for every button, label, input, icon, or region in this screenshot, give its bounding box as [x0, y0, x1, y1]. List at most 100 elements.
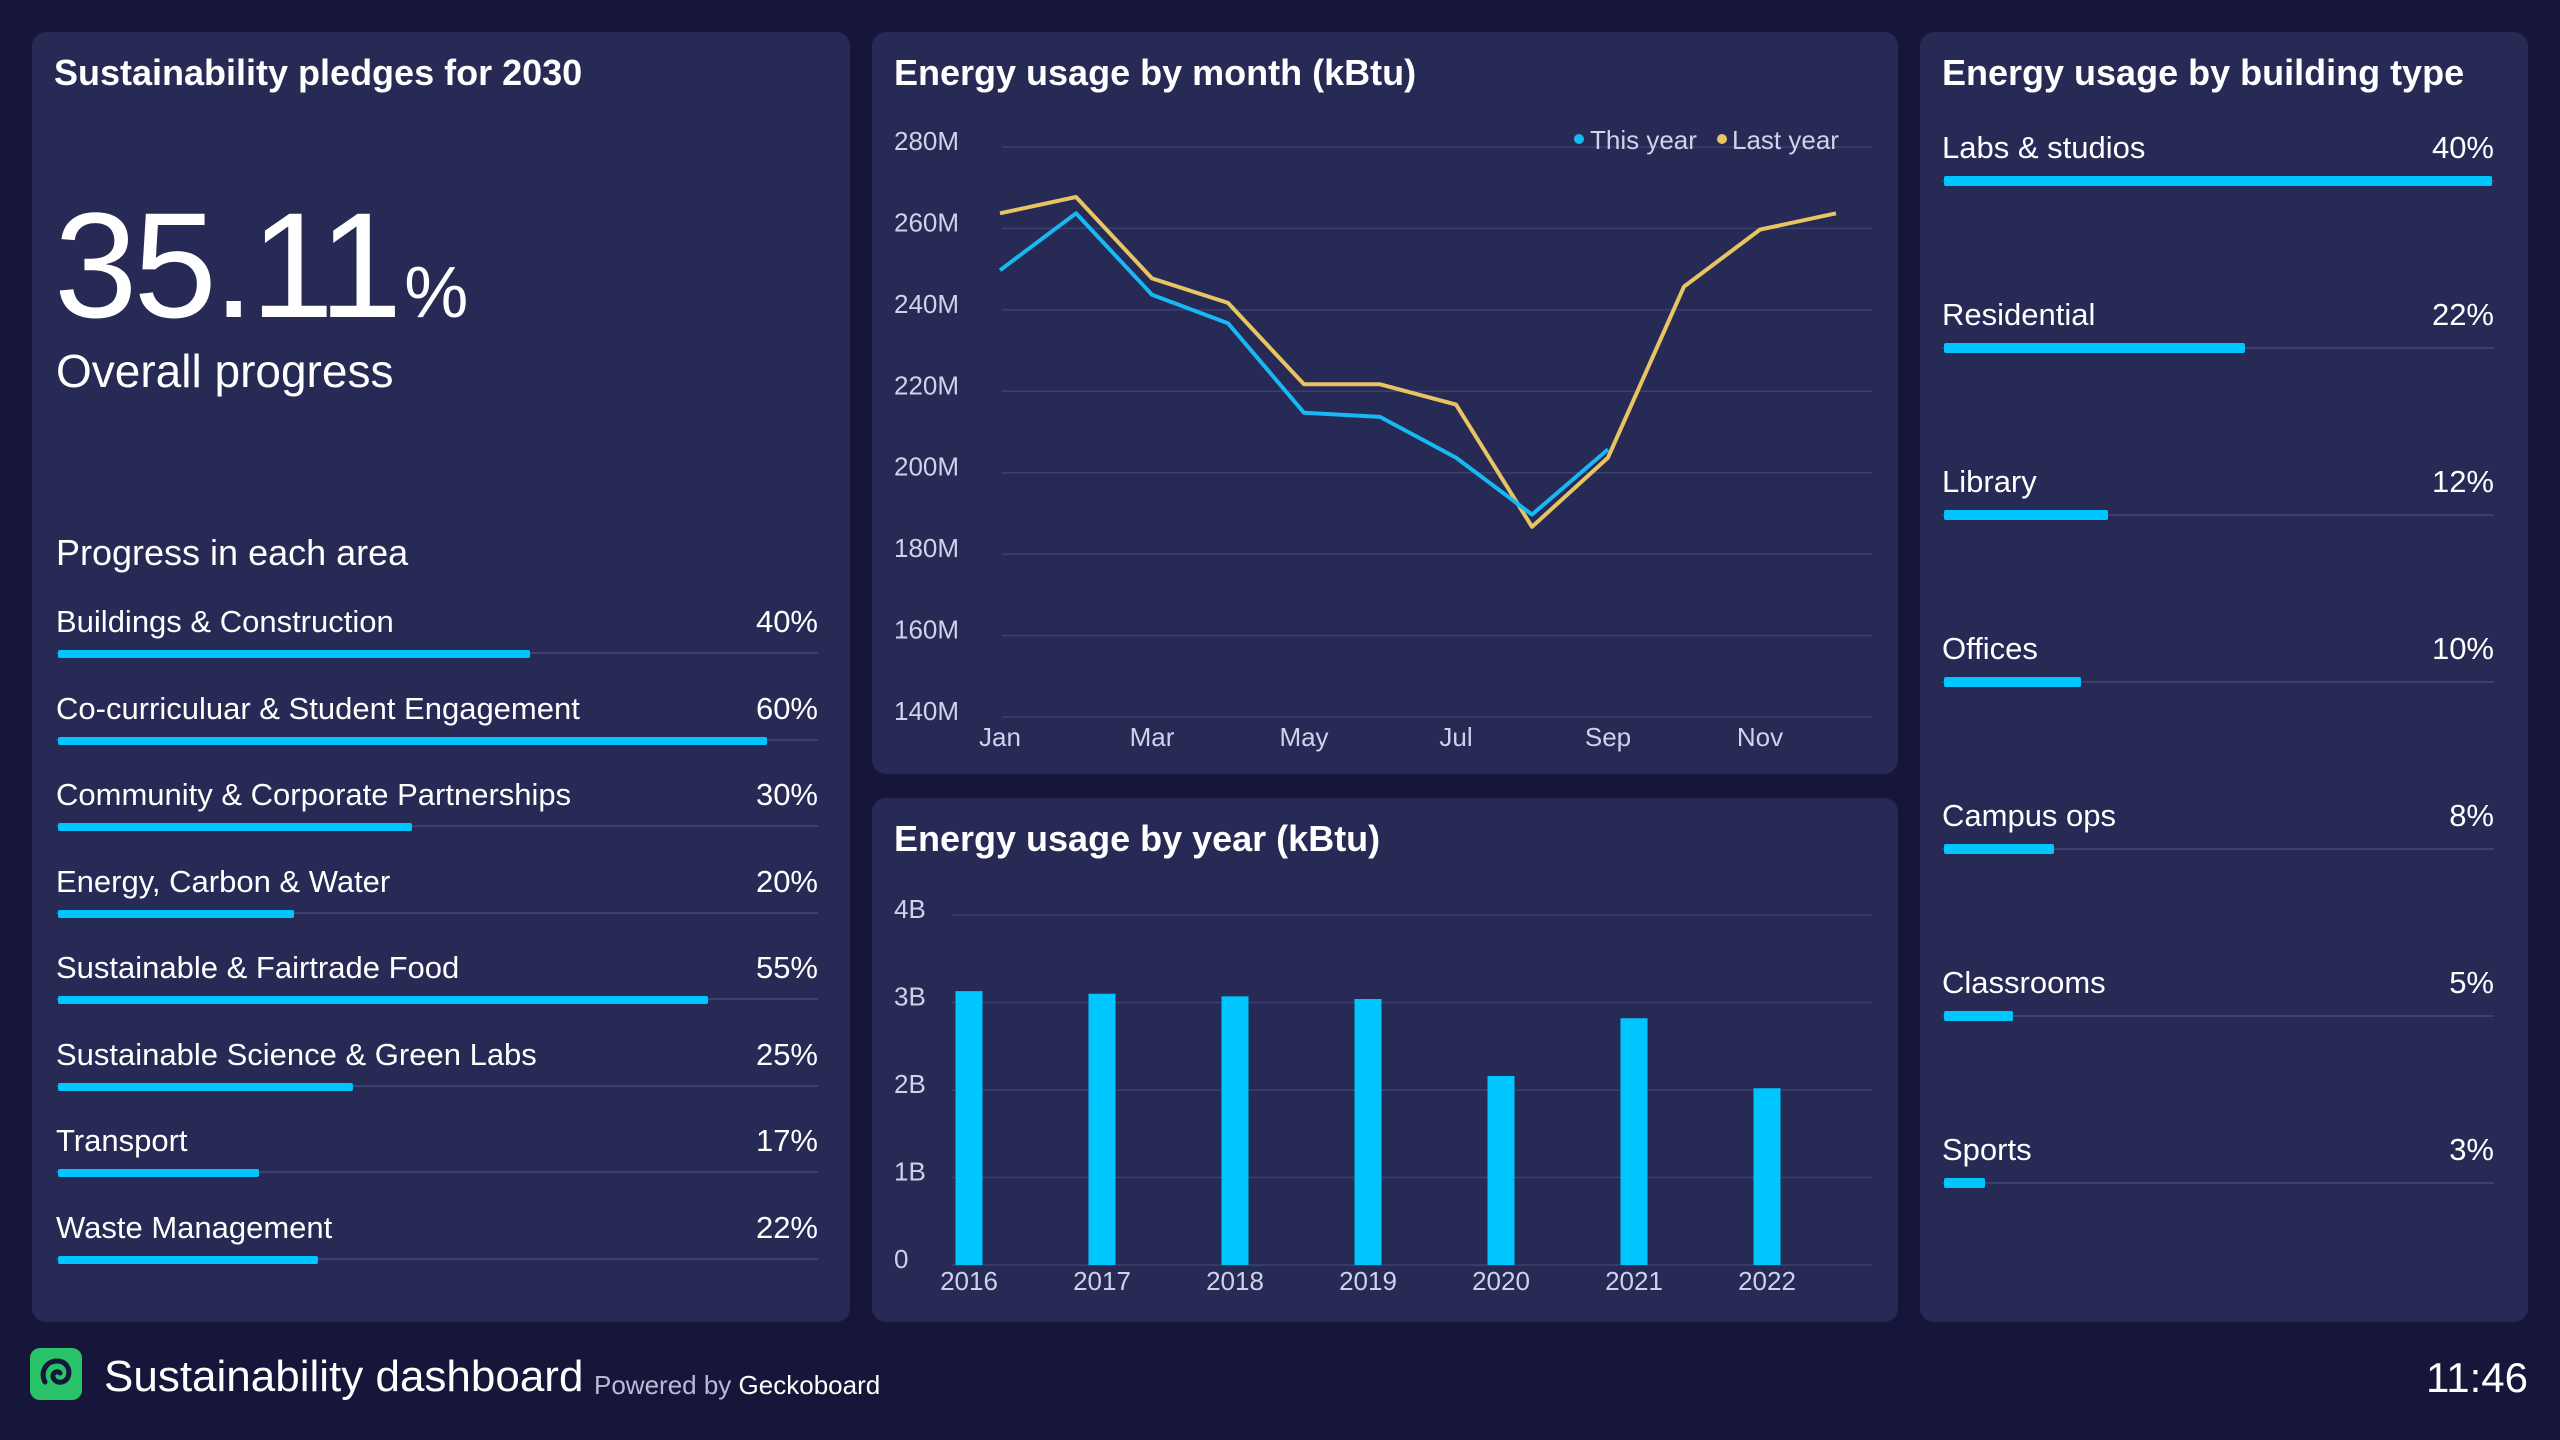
building-label: Labs & studios [1942, 130, 2146, 165]
area-row: Buildings & Construction 40% [56, 604, 818, 691]
monthly-y-tick: 240M [894, 289, 959, 319]
building-label: Classrooms [1942, 965, 2106, 1000]
area-row: Community & Corporate Partnerships 30% [56, 777, 818, 864]
year-bar [1221, 996, 1249, 1265]
building-row: Classrooms 5% [1942, 965, 2494, 1132]
area-label: Sustainable Science & Green Labs [56, 1036, 537, 1072]
building-progress-bar [1944, 677, 2081, 687]
area-value: 30% [755, 777, 818, 812]
area-row: Waste Management 22% [56, 1210, 818, 1297]
yearly-x-tick: 2020 [1472, 1266, 1530, 1296]
area-value: 22% [755, 1209, 818, 1245]
area-label: Energy, Carbon & Water [56, 863, 391, 899]
overall-progress-value: 35.11% [54, 190, 468, 340]
area-track [56, 825, 818, 827]
area-track [56, 911, 818, 914]
year-bar [1753, 1088, 1781, 1265]
monthly-x-tick: Nov [1737, 722, 1783, 752]
yearly-x-tick: 2016 [940, 1266, 998, 1296]
series-line-this-year [998, 211, 1610, 517]
legend-this-year-dot [1574, 134, 1584, 144]
yearly-chart-title: Energy usage by year (kBtu) [894, 818, 1381, 859]
building-label: Offices [1942, 631, 2038, 666]
building-type-panel: Energy usage by building type Labs & stu… [1920, 32, 2528, 1322]
building-label: Residential [1942, 297, 2096, 332]
monthly-x-tick: Mar [1130, 722, 1175, 752]
area-row: Sustainable & Fairtrade Food 55% [56, 950, 818, 1037]
legend-last-year-dot [1717, 134, 1727, 144]
area-progress-list: Buildings & Construction 40% Co-curriculua… [56, 604, 818, 1296]
yearly-x-tick: 2018 [1206, 1266, 1264, 1296]
area-label: Co-curriculuar & Student Engagement [56, 690, 580, 726]
yearly-chart-panel: Energy usage by year (kBtu) 0 1B 2B 3B 4B 20… [872, 798, 1898, 1322]
building-row: Sports 3% [1942, 1132, 2494, 1299]
area-progress-bar [58, 736, 767, 745]
building-label: Sports [1942, 1132, 2032, 1167]
monthly-y-tick: 200M [894, 452, 959, 482]
building-track [1942, 1182, 2494, 1184]
area-label: Community & Corporate Partnerships [56, 777, 572, 812]
building-row: Campus ops 8% [1942, 798, 2494, 965]
monthly-y-tick: 260M [894, 207, 959, 237]
areas-heading: Progress in each area [56, 532, 409, 573]
pledges-panel: Sustainability pledges for 2030 35.11% O… [32, 32, 850, 1322]
geckoboard-logo-icon [30, 1348, 82, 1400]
area-label: Sustainable & Fairtrade Food [56, 950, 460, 985]
area-track [56, 1257, 818, 1260]
building-value: 3% [2449, 1132, 2494, 1167]
overall-progress-number: 35.11 [54, 181, 402, 349]
powered-by-prefix: Powered by [594, 1370, 732, 1400]
area-progress-bar [58, 1082, 353, 1091]
building-label: Library [1942, 464, 2037, 499]
year-bar [1487, 1076, 1515, 1265]
yearly-y-tick: 1B [894, 1157, 926, 1187]
area-value: 17% [755, 1123, 818, 1158]
dashboard-title: Sustainability dashboard [104, 1352, 584, 1401]
building-label: Campus ops [1942, 798, 2117, 833]
pledges-title: Sustainability pledges for 2030 [54, 52, 583, 93]
building-value: 8% [2449, 798, 2494, 833]
overall-progress-unit: % [404, 253, 469, 333]
legend-this-year: This year [1590, 125, 1697, 155]
yearly-y-tick: 2B [894, 1069, 926, 1099]
monthly-y-tick: 280M [894, 126, 959, 156]
yearly-x-tick: 2017 [1073, 1266, 1131, 1296]
area-progress-bar [58, 996, 708, 1004]
building-row: Residential 22% [1942, 297, 2494, 464]
monthly-x-tick: Jul [1439, 722, 1472, 752]
yearly-x-tick: 2019 [1339, 1266, 1397, 1296]
series-line-last-year [999, 195, 1837, 529]
building-progress-bar [1944, 176, 2492, 186]
monthly-y-tick: 220M [894, 370, 959, 400]
year-bar [1620, 1018, 1648, 1265]
area-progress-bar [58, 909, 294, 918]
yearly-y-tick: 3B [894, 982, 926, 1012]
building-value: 10% [2431, 631, 2494, 666]
year-bar [1088, 993, 1116, 1265]
area-label: Transport [56, 1123, 188, 1158]
building-track [1942, 681, 2494, 683]
building-value: 22% [2431, 297, 2494, 332]
building-type-title: Energy usage by building type [1942, 52, 2465, 93]
monthly-chart-title: Energy usage by month (kBtu) [894, 52, 1417, 93]
area-value: 60% [755, 690, 818, 726]
monthly-y-tick: 140M [894, 696, 959, 726]
year-bar [955, 991, 983, 1265]
area-track [56, 1084, 818, 1087]
area-progress-bar [58, 823, 412, 831]
area-row: Sustainable Science & Green Labs 25% [56, 1037, 818, 1124]
year-bar [1354, 999, 1382, 1265]
powered-by-brand: Geckoboard [738, 1370, 881, 1400]
yearly-y-tick: 0 [894, 1244, 908, 1274]
area-track [56, 1171, 818, 1173]
area-value: 55% [755, 950, 818, 985]
building-progress-bar [1944, 1178, 1985, 1188]
area-row: Transport 17% [56, 1123, 818, 1210]
building-type-list: Labs & studios 40% Residential 22% Library 12… [1942, 130, 2494, 1299]
building-progress-bar [1944, 343, 2245, 353]
area-label: Waste Management [56, 1209, 333, 1245]
area-label: Buildings & Construction [56, 604, 394, 639]
building-progress-bar [1944, 844, 2054, 854]
building-row: Labs & studios 40% [1942, 130, 2494, 297]
building-value: 12% [2431, 464, 2494, 499]
